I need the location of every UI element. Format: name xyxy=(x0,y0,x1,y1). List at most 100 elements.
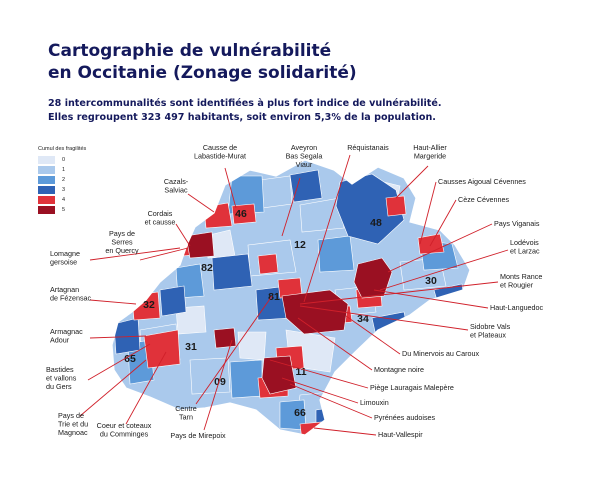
place-label-requistanais: Réquistanais xyxy=(347,143,389,152)
leader-line xyxy=(175,223,191,247)
leader-lines xyxy=(79,154,509,436)
place-label-pays-serres: Pays de Serres en Quercy xyxy=(105,229,139,255)
leader-line xyxy=(195,295,273,405)
zone-class-2 xyxy=(229,359,263,399)
place-label-lodevois: Lodévois et Larzac xyxy=(510,238,540,256)
place-label-pays-viganais: Pays Viganais xyxy=(494,219,540,228)
leader-line xyxy=(89,299,137,305)
leader-line xyxy=(379,249,509,291)
department-numbers: 46 48 12 82 30 81 34 32 31 65 09 11 66 xyxy=(124,208,437,419)
department-number: 81 xyxy=(268,291,280,303)
legend-swatch xyxy=(38,166,55,174)
zone-class-2 xyxy=(227,175,265,215)
leader-line xyxy=(87,343,151,381)
legend-label: 0 xyxy=(62,157,66,163)
leader-line xyxy=(387,223,493,273)
place-label-bastides: Bastides et vallons du Gers xyxy=(46,365,77,391)
legend-item: 4 xyxy=(38,195,108,205)
legend-label: 2 xyxy=(62,177,66,183)
place-label-cordais: Cordais et causse xyxy=(145,209,176,227)
legend-item: 1 xyxy=(38,165,108,175)
department-number: 09 xyxy=(214,376,226,388)
zone-class-3 xyxy=(211,253,253,291)
zone-class-1 xyxy=(259,175,293,209)
place-label-piege-lauragais: Piège Lauragais Malepère xyxy=(370,383,454,392)
place-label-cazals-salviac: Cazals-Salviac xyxy=(164,177,189,195)
zone-class-5 xyxy=(261,355,297,395)
place-label-aveyron-bas-segala: Aveyron Bas Segala Viaur xyxy=(286,143,323,169)
legend-swatch xyxy=(38,196,55,204)
leader-line xyxy=(395,165,429,199)
place-label-sidobre: Sidobre Vals et Plateaux xyxy=(470,322,511,340)
map-subtitle: 28 intercommunalités sont identifiées à … xyxy=(48,97,588,125)
occitanie-region xyxy=(111,159,471,436)
zone-class-5 xyxy=(281,289,349,335)
department-number: 82 xyxy=(201,262,213,274)
leader-line xyxy=(269,359,369,389)
legend-title: Cumul des fragilités xyxy=(38,146,87,152)
place-label-pays-trie: Pays de Trie et du Magnoac xyxy=(58,411,88,437)
map-subtitle-line-2: Elles regroupent 323 497 habitants, soit… xyxy=(48,112,436,123)
place-label-cize-cevennes: Cèze Cévennes xyxy=(458,195,510,204)
leader-line xyxy=(419,181,437,245)
department-number: 12 xyxy=(294,239,306,251)
zone-class-4 xyxy=(231,203,257,225)
place-label-causses-aigoual: Causses Aigoual Cévennes xyxy=(438,177,526,186)
zone-class-3 xyxy=(159,285,187,317)
legend-swatch xyxy=(38,186,55,194)
zone-class-4 xyxy=(143,329,181,369)
zone-class-3 xyxy=(289,169,323,203)
map-title-line-2: en Occitanie (Zonage solidarité) xyxy=(48,63,357,83)
place-label-monts-rance: Monts Rance et Rougier xyxy=(500,272,542,290)
legend-label: 3 xyxy=(62,187,66,193)
leader-line xyxy=(289,383,373,419)
place-label-lomagne: Lomagne gersoise xyxy=(50,249,80,267)
place-label-haut-allier: Haut-Allier Margeride xyxy=(413,143,447,161)
legend-label: 1 xyxy=(62,167,66,173)
place-label-causse-labastide: Causse de Labastide-Murat xyxy=(194,143,246,161)
zone-class-2 xyxy=(317,235,355,273)
legend-item: 5 xyxy=(38,205,108,215)
place-label-centre-tarn: Centre Tarn xyxy=(175,404,197,422)
leader-line xyxy=(429,199,457,247)
leader-line xyxy=(125,351,167,425)
department-number: 34 xyxy=(357,313,369,325)
legend-swatch xyxy=(38,206,55,214)
zones-class-5 xyxy=(185,231,393,395)
place-label-limouxin: Limouxin xyxy=(360,398,389,407)
department-number: 46 xyxy=(235,208,247,220)
legend-label: 5 xyxy=(62,207,66,213)
legend-item: 3 xyxy=(38,185,108,195)
place-label-haut-languedoc: Haut-Languedoc xyxy=(490,303,544,312)
leader-line xyxy=(299,281,499,305)
place-label-pyrenees-audoises: Pyrénées audoises xyxy=(374,413,436,422)
leader-line xyxy=(224,167,237,209)
leader-line xyxy=(281,377,359,404)
department-number: 30 xyxy=(425,275,437,287)
leader-line xyxy=(303,154,351,303)
place-label-armagnac: Armagnac Adour xyxy=(50,327,83,345)
leader-line xyxy=(89,247,181,261)
map-title-line-1: Cartographie de vulnérabilité xyxy=(48,41,332,61)
department-number: 32 xyxy=(143,299,155,311)
legend-item: 2 xyxy=(38,175,108,185)
map-title: Cartographie de vulnérabilité en Occitan… xyxy=(48,40,528,84)
place-label-artagnan: Artagnan de Fézensac xyxy=(50,285,92,303)
leader-line xyxy=(79,359,147,417)
map-subtitle-line-1: 28 intercommunalités sont identifiées à … xyxy=(48,98,442,109)
legend-swatch xyxy=(38,156,55,164)
legend-rows: 0 1 2 3 4 5 xyxy=(38,155,108,215)
place-label-pays-mirepoix: Pays de Mirepoix xyxy=(170,431,226,440)
zone-class-5 xyxy=(353,257,393,299)
zone-class-4 xyxy=(203,202,233,229)
zone-class-5 xyxy=(185,231,215,259)
zone-class-4 xyxy=(257,253,279,275)
zone-class-5 xyxy=(213,327,237,349)
place-label-coeur-coteaux: Coeur et coteaux du Comminges xyxy=(97,421,152,439)
zone-class-3 xyxy=(335,173,405,245)
zone-class-1 xyxy=(189,357,231,395)
department-number: 66 xyxy=(294,407,306,419)
place-label-haut-vallespir: Haut-Vallespir xyxy=(378,430,423,439)
leader-line xyxy=(89,335,147,339)
